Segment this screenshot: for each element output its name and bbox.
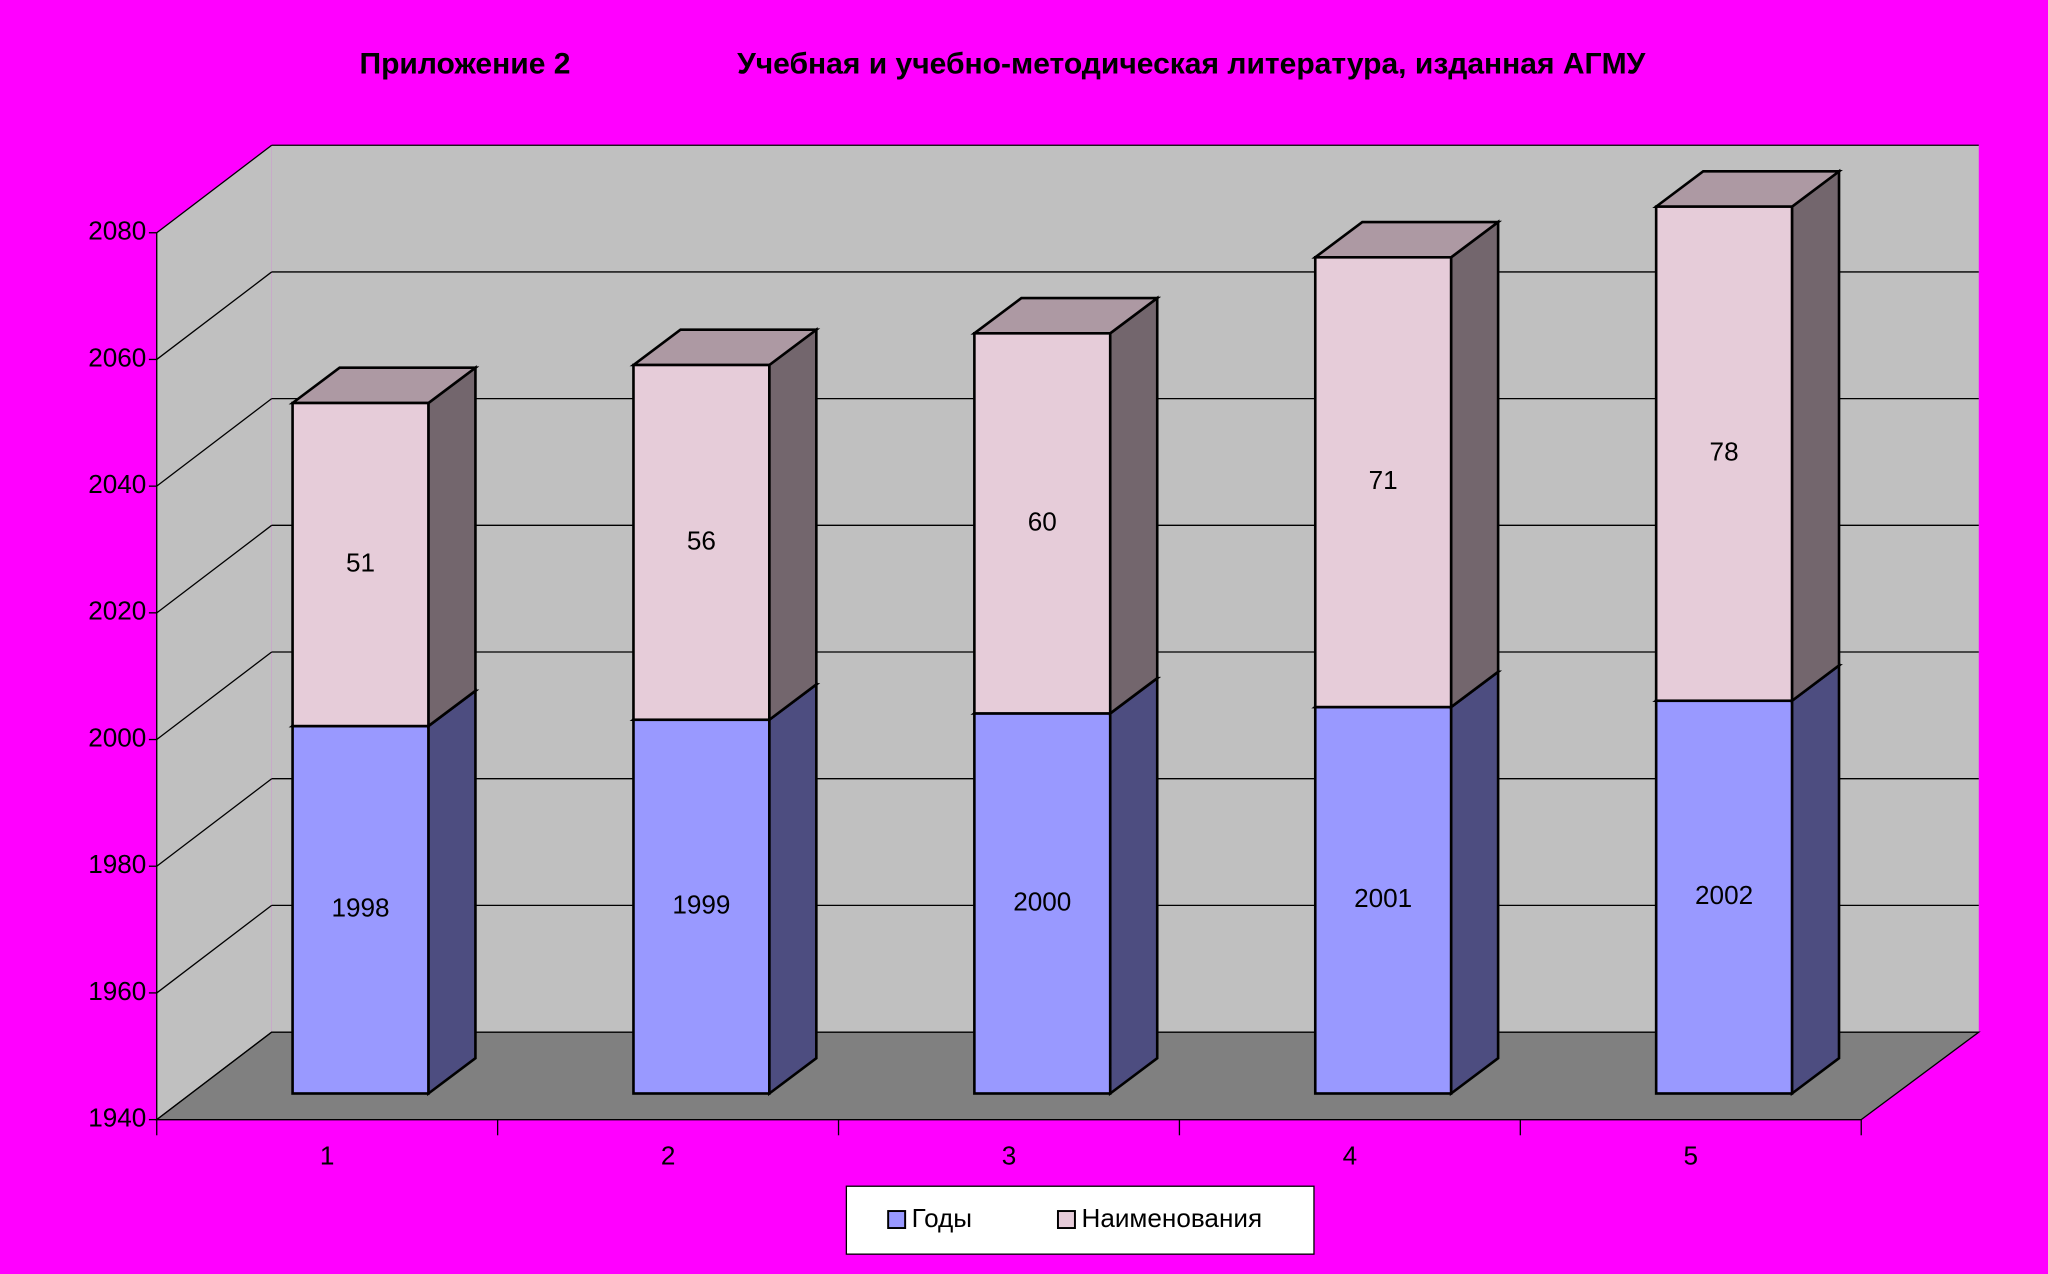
bar-side [1108, 675, 1159, 1097]
y-tick-label: 1980 [88, 849, 146, 879]
grid-line [156, 1031, 273, 1121]
legend-label: Годы [912, 1203, 972, 1233]
data-label: 2000 [1013, 886, 1071, 916]
grid-line [156, 144, 273, 234]
bar-side [1790, 168, 1841, 704]
y-tick-label: 1960 [88, 976, 146, 1006]
annotation: Приложение 2 [359, 48, 570, 81]
bar [973, 332, 1112, 715]
legend-swatch [1056, 1210, 1076, 1229]
bar [1313, 256, 1453, 709]
bar [1654, 699, 1794, 1095]
x-tick-label: 4 [1343, 1140, 1358, 1170]
bar [1654, 205, 1794, 703]
data-label: 78 [1710, 437, 1739, 467]
grid-line [156, 778, 273, 867]
x-tick-label: 5 [1684, 1140, 1699, 1170]
bar-side [427, 365, 477, 729]
bar-side [1108, 295, 1159, 717]
bar-side [427, 688, 477, 1097]
grid-line [156, 651, 273, 741]
bar-side [1449, 669, 1500, 1097]
bar-side [767, 681, 818, 1097]
bar-side [1449, 219, 1500, 710]
chart-title: Учебная и учебно-методическая литература… [737, 48, 1646, 81]
x-tick-label: 2 [661, 1140, 676, 1170]
data-label: 1999 [672, 890, 730, 920]
grid-line [156, 398, 273, 487]
legend-swatch [887, 1210, 907, 1229]
y-tick-label: 2040 [88, 469, 146, 499]
bar-side [767, 327, 818, 723]
bar [973, 712, 1112, 1095]
data-label: 2001 [1354, 883, 1412, 913]
grid-line [156, 524, 273, 614]
y-tick-label: 2000 [88, 722, 146, 752]
legend [845, 1185, 1315, 1255]
data-label: 60 [1028, 506, 1057, 536]
bar [632, 363, 771, 722]
data-label: 56 [687, 525, 716, 555]
grid-line [156, 904, 273, 994]
legend-label: Наименования [1081, 1203, 1262, 1233]
bar-side [1790, 662, 1841, 1097]
y-tick-label: 2020 [88, 596, 146, 626]
x-tick-label: 1 [320, 1140, 335, 1170]
data-label: 71 [1369, 465, 1398, 495]
left-wall [156, 145, 272, 1120]
grid-line [156, 271, 273, 360]
legend-box [845, 1185, 1315, 1255]
bar [291, 724, 430, 1095]
bar [632, 718, 771, 1095]
x-tick-label: 3 [1002, 1140, 1017, 1170]
data-label: 2002 [1695, 880, 1753, 910]
y-tick-label: 2060 [88, 342, 146, 372]
y-tick-label: 1940 [88, 1103, 146, 1133]
data-label: 1998 [331, 893, 389, 923]
data-label: 51 [346, 547, 375, 577]
y-tick-label: 2080 [88, 216, 146, 246]
bar [291, 401, 430, 728]
